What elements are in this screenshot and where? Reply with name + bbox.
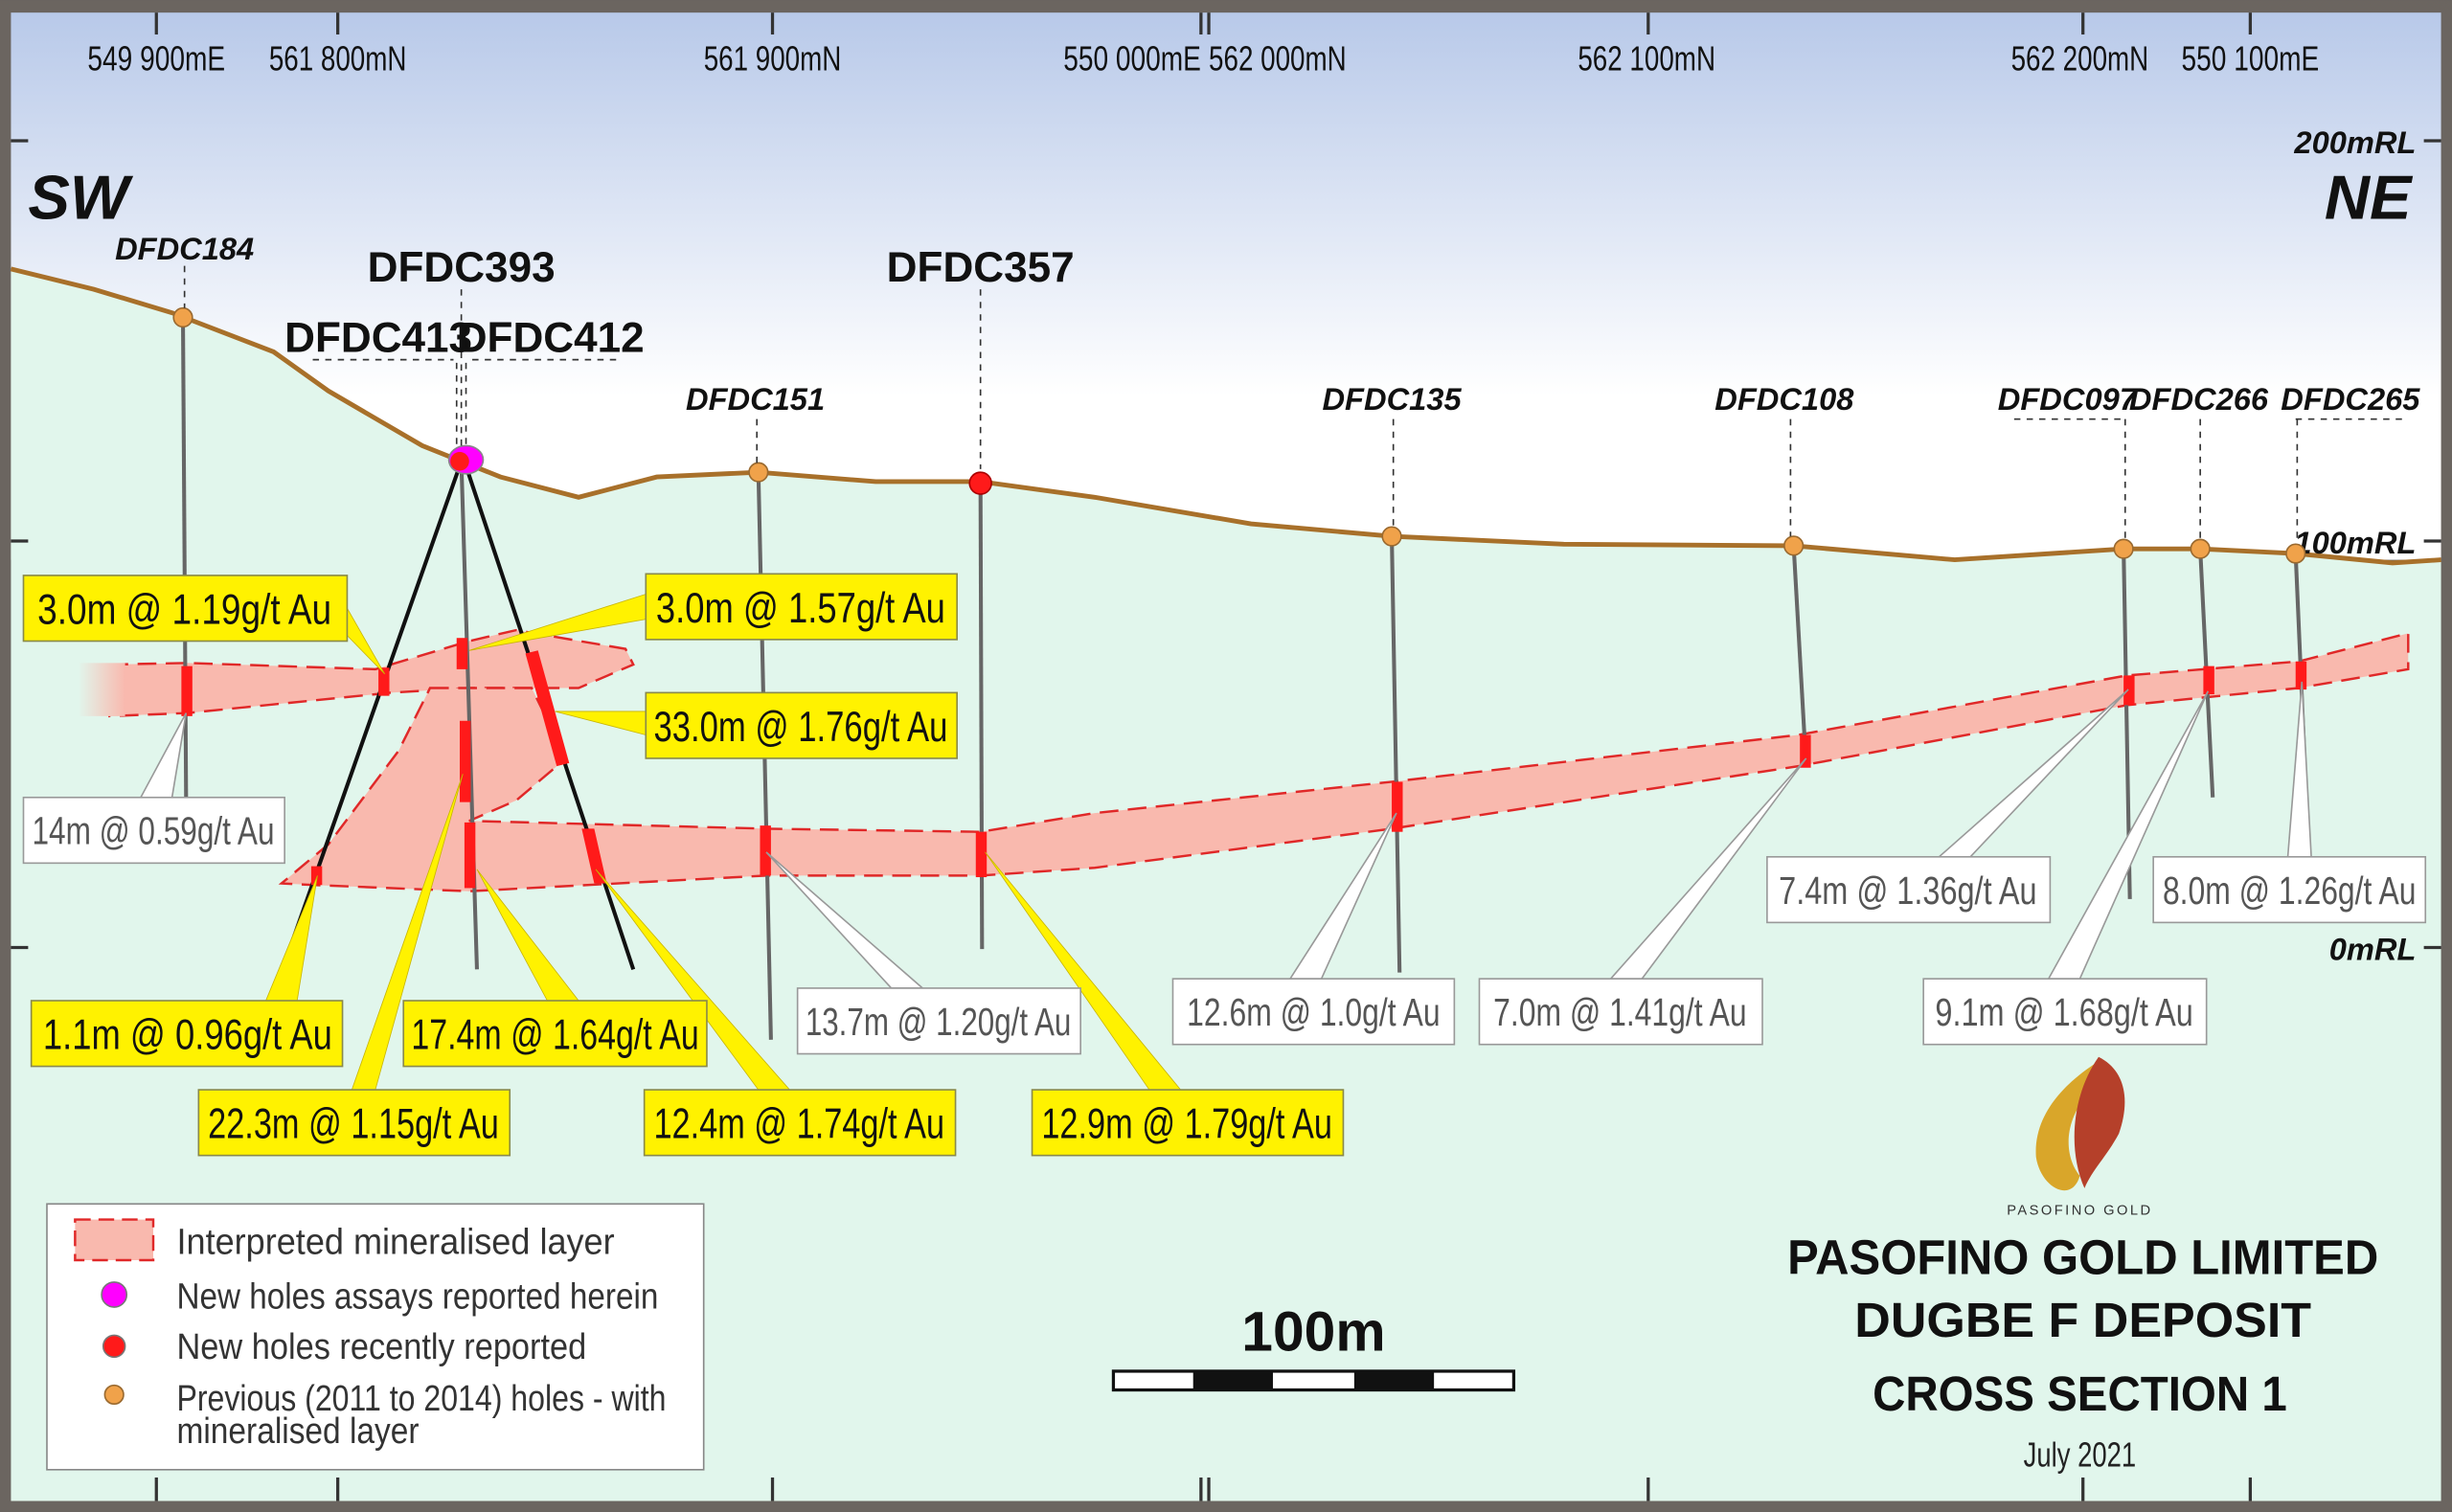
hole-label: DFDC135 (1322, 381, 1462, 417)
hole-label: DFDC413 (284, 314, 472, 361)
mineralised-layer-fade (78, 663, 125, 716)
hole-label-leaders (183, 265, 2404, 545)
intercept-label: 12.6m @ 1.0g/t Au (1187, 990, 1440, 1034)
mineralised-layer-lower (278, 631, 2410, 892)
intercept-label: 14m @ 0.59g/t Au (32, 809, 274, 853)
intercept-label: 8.0m @ 1.26g/t Au (2163, 869, 2416, 913)
scale-bar-label: 100m (1241, 1301, 1385, 1364)
grid-labels: 549 900mE 561 800mN 561 900mN 550 000mE … (87, 39, 2319, 79)
topography-line (10, 266, 2441, 566)
grid-label: 550 000mE (1063, 39, 1201, 79)
hole-label: DFDC184 (115, 231, 254, 266)
elevation-label-200: 200mRL (2293, 124, 2416, 160)
hole-label: DFDC266 (2129, 381, 2269, 417)
intercept-label: 7.4m @ 1.36g/t Au (1779, 869, 2036, 913)
hole-label: DFDC357 (887, 244, 1075, 291)
legend-label: Interpreted mineralised layer (176, 1222, 614, 1262)
logo-text: PASOFINO GOLD (2007, 1204, 2152, 1219)
grid-label: 549 900mE (87, 39, 225, 79)
intercept-label: 3.0m @ 1.19g/t Au (37, 587, 331, 634)
intercept-label: 12.9m @ 1.79g/t Au (1041, 1101, 1332, 1148)
elevation-label-100: 100mRL (2294, 525, 2416, 560)
ground (11, 268, 2441, 1501)
intercept-label: 33.0m @ 1.76g/t Au (653, 704, 947, 751)
intercept-label: 9.1m @ 1.68g/t Au (1935, 990, 2192, 1034)
legend-label: Previous (2011 to 2014) holes - with (176, 1378, 666, 1418)
scale-bar: 100m (1111, 1301, 1516, 1392)
legend-label: New holes recently reported (176, 1326, 586, 1366)
section-date: July 2021 (2024, 1435, 2137, 1475)
intercept-label: 7.0m @ 1.41g/t Au (1493, 990, 1746, 1034)
collars (172, 306, 2306, 564)
previous-intercept-callouts: 14m @ 0.59g/t Au 13.7m @ 1.20g/t Au 12.6… (22, 796, 2427, 1055)
intercept-label: 12.4m @ 1.74g/t Au (653, 1101, 944, 1148)
legend: Interpreted mineralised layer New holes … (46, 1203, 705, 1471)
grid-label: 550 100mE (2182, 39, 2320, 79)
intercept-label: 17.4m @ 1.64g/t Au (411, 1012, 698, 1059)
mineralised-layer-swatch (74, 1218, 155, 1262)
magenta-dot-icon (101, 1281, 128, 1308)
new-intercept-callouts: 3.0m @ 1.19g/t Au 3.0m @ 1.57g/t Au 33.0… (22, 573, 1345, 1157)
hole-label: DFDC108 (1714, 381, 1854, 417)
hole-label: DFDC412 (457, 314, 645, 361)
grid-label: 561 800mN (269, 39, 407, 79)
intercept-label: 13.7m @ 1.20g/t Au (806, 1000, 1072, 1044)
direction-sw: SW (28, 163, 134, 233)
direction-ne: NE (2325, 163, 2414, 233)
hole-label: DFDC393 (368, 244, 556, 291)
grid-ticks (11, 12, 2441, 1501)
intercept-label: 3.0m @ 1.57g/t Au (656, 585, 945, 632)
red-dot-icon (102, 1334, 126, 1359)
company-title: PASOFINO GOLD LIMITED (1787, 1230, 2378, 1285)
grid-label: 562 200mN (2011, 39, 2149, 79)
deposit-title: DUGBE F DEPOSIT (1854, 1293, 2311, 1347)
hole-label: DFDC265 (2281, 381, 2420, 417)
grid-label: 562 100mN (1578, 39, 1715, 79)
intercept-marks (181, 638, 2307, 889)
elevation-label-0: 0mRL (2329, 932, 2417, 967)
pasofino-horse-logo: PASOFINO GOLD (2007, 1056, 2152, 1219)
hole-label: DFDC097 (1998, 381, 2139, 417)
intercept-label: 1.1m @ 0.96g/t Au (43, 1012, 332, 1059)
orange-dot-icon (103, 1384, 125, 1406)
previous-intercept-leaders (139, 681, 2312, 989)
legend-label: mineralised layer (176, 1410, 419, 1451)
intercept-label: 22.3m @ 1.15g/t Au (208, 1101, 499, 1148)
hole-label: DFDC151 (686, 381, 825, 417)
legend-label: New holes assays reported herein (176, 1276, 658, 1317)
section-title: CROSS SECTION 1 (1873, 1366, 2287, 1421)
grid-label: 561 900mN (704, 39, 842, 79)
grid-label: 562 000mN (1209, 39, 1347, 79)
